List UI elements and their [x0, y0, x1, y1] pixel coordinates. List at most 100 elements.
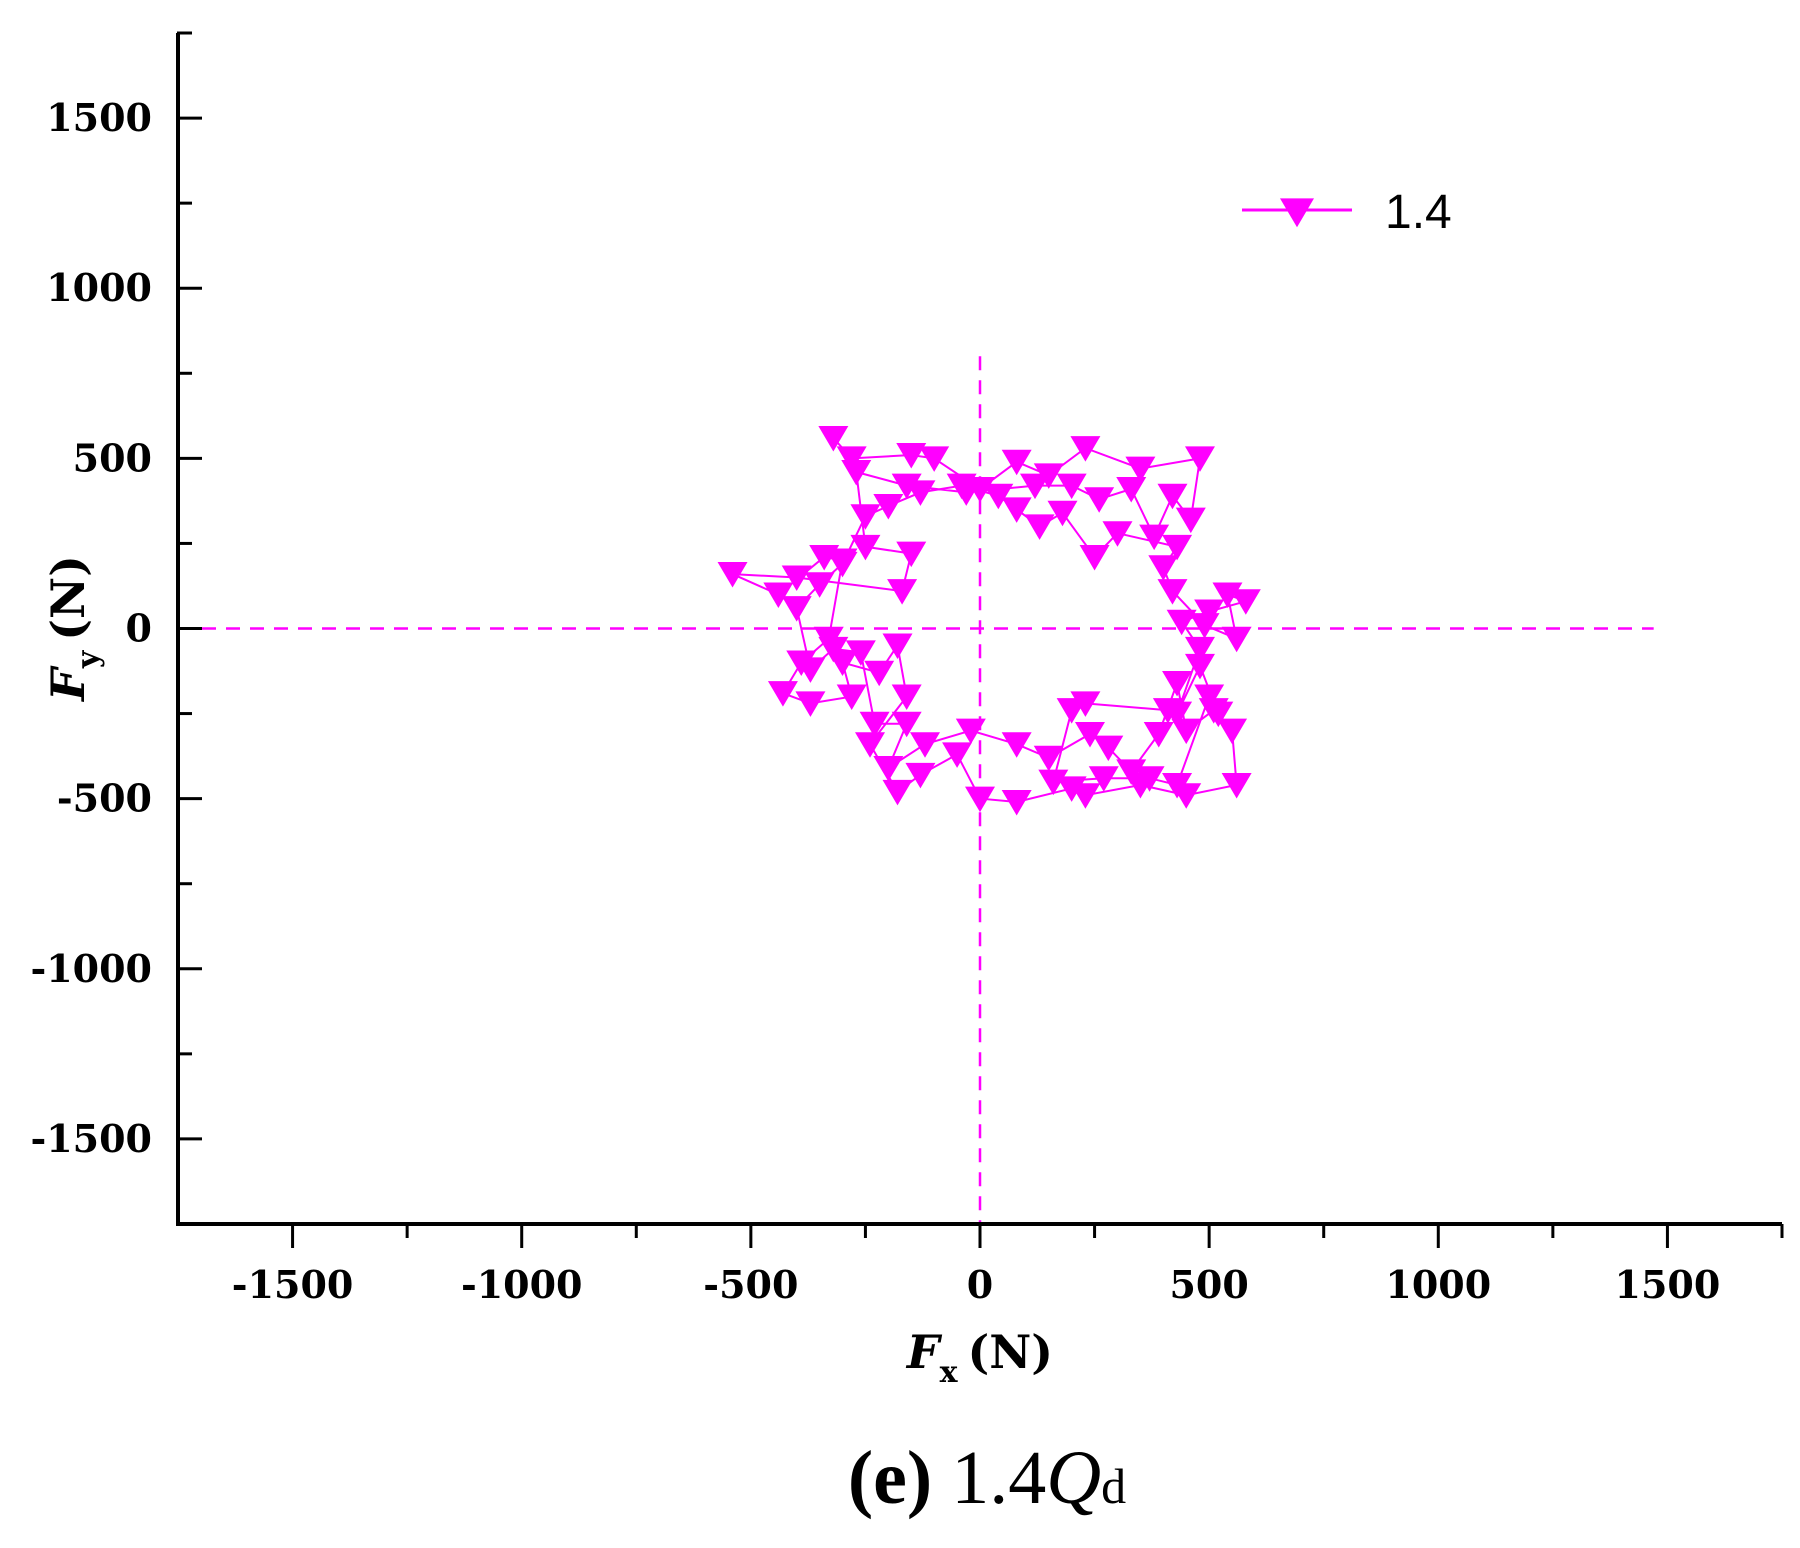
- y-axis-label-unit: (N): [41, 555, 95, 641]
- data-point: [1162, 670, 1193, 697]
- data-point: [1148, 555, 1179, 581]
- data-point: [795, 657, 826, 683]
- data-point: [850, 504, 881, 530]
- data-point: [795, 691, 826, 717]
- data-point: [1175, 507, 1206, 534]
- caption-text: 1.4: [932, 1436, 1046, 1520]
- data-point: [965, 786, 995, 813]
- data-point: [1001, 449, 1032, 476]
- data-point: [1019, 473, 1050, 500]
- data-point: [1033, 745, 1064, 772]
- x-tick-label: 500: [1169, 1262, 1248, 1307]
- data-point: [1024, 514, 1055, 540]
- data-point: [804, 572, 835, 598]
- data-point: [891, 684, 922, 711]
- data-point: [855, 732, 886, 758]
- data-point: [1047, 500, 1078, 527]
- data-point: [1102, 521, 1133, 547]
- data-point: [1143, 721, 1174, 748]
- data-point: [1038, 769, 1069, 796]
- data-point: [896, 541, 927, 568]
- data-point: [1194, 599, 1225, 625]
- data-point: [859, 711, 890, 738]
- data-point: [845, 640, 876, 666]
- data-point: [1056, 473, 1087, 500]
- data-point: [1221, 626, 1252, 653]
- y-axis-label-main: F: [41, 665, 95, 703]
- data-point: [891, 711, 922, 738]
- x-axis-label-main: F: [905, 1325, 943, 1379]
- data-point: [1139, 524, 1170, 551]
- legend-marker-1-4: [1280, 198, 1314, 228]
- data-point: [1189, 613, 1220, 639]
- data-point: [781, 565, 812, 591]
- y-tick-label: 0: [126, 606, 152, 651]
- x-tick-label: -500: [703, 1262, 798, 1307]
- y-ticks: -1500 -1000 -500 0 500 1000 1500: [30, 31, 202, 1161]
- data-point: [1157, 483, 1188, 510]
- data-point: [1171, 718, 1202, 745]
- data-point: [1079, 545, 1110, 571]
- y-tick-label: 500: [73, 435, 152, 480]
- data-point: [1074, 721, 1105, 748]
- data-point: [1033, 463, 1064, 489]
- data-point: [836, 446, 867, 472]
- caption-italic: Q: [1046, 1436, 1101, 1520]
- data-point: [919, 446, 950, 472]
- data-point: [983, 483, 1014, 510]
- x-ticks: -1500 -1000 -500 0 500 1000 1500: [232, 1224, 1784, 1307]
- data-point: [1070, 436, 1101, 462]
- y-tick-label: -1000: [30, 946, 152, 991]
- data-point: [1152, 698, 1183, 724]
- data-point: [910, 732, 941, 758]
- data-point: [763, 582, 794, 608]
- data-point: [818, 425, 849, 452]
- x-tick-label: 1000: [1385, 1262, 1491, 1307]
- data-point: [1093, 735, 1124, 762]
- data-point: [896, 442, 927, 469]
- data-point: [1116, 476, 1147, 503]
- data-point: [1194, 684, 1225, 711]
- data-point: [887, 579, 918, 605]
- data-point: [882, 779, 913, 806]
- data-point: [955, 718, 986, 745]
- y-tick-label: -1500: [30, 1116, 152, 1161]
- data-point: [1162, 534, 1193, 561]
- x-tick-label: 1500: [1615, 1262, 1721, 1307]
- data-point: [767, 681, 798, 707]
- data-point: [864, 660, 895, 687]
- x-tick-label: -1000: [461, 1262, 583, 1307]
- data-point: [1134, 766, 1165, 792]
- data-point: [1056, 776, 1087, 802]
- data-point: [1212, 582, 1243, 608]
- data-point: [781, 596, 812, 622]
- data-point: [891, 473, 922, 500]
- data-point: [905, 480, 936, 506]
- x-axis-label: Fx (N): [905, 1325, 1053, 1390]
- data-point: [1166, 609, 1197, 636]
- caption-panel-label: (e): [848, 1436, 932, 1520]
- data-point: [1088, 766, 1119, 792]
- data-point: [873, 756, 904, 782]
- data-point: [882, 633, 913, 660]
- data-point: [1217, 718, 1248, 745]
- legend-label-1-4: 1.4: [1385, 186, 1452, 239]
- data-point: [942, 742, 973, 768]
- data-point: [1162, 773, 1193, 799]
- data-point: [873, 493, 904, 520]
- data-point: [1184, 446, 1215, 472]
- data-point: [946, 473, 977, 500]
- x-tick-label: -1500: [232, 1262, 354, 1307]
- data-point: [1230, 589, 1261, 615]
- axes: -1500 -1000 -500 0 500 1000 1500 -1500 -1000 -50…: [30, 31, 1784, 1307]
- data-point: [841, 459, 872, 486]
- figure-caption: (e) 1.4Qd: [848, 1436, 1126, 1520]
- data-point: [1001, 497, 1032, 523]
- data-point: [836, 684, 867, 711]
- legend: 1.4: [1242, 186, 1452, 239]
- data-point: [905, 762, 936, 789]
- y-tick-label: -500: [57, 776, 152, 821]
- data-point: [1125, 456, 1156, 483]
- data-point: [1084, 487, 1115, 513]
